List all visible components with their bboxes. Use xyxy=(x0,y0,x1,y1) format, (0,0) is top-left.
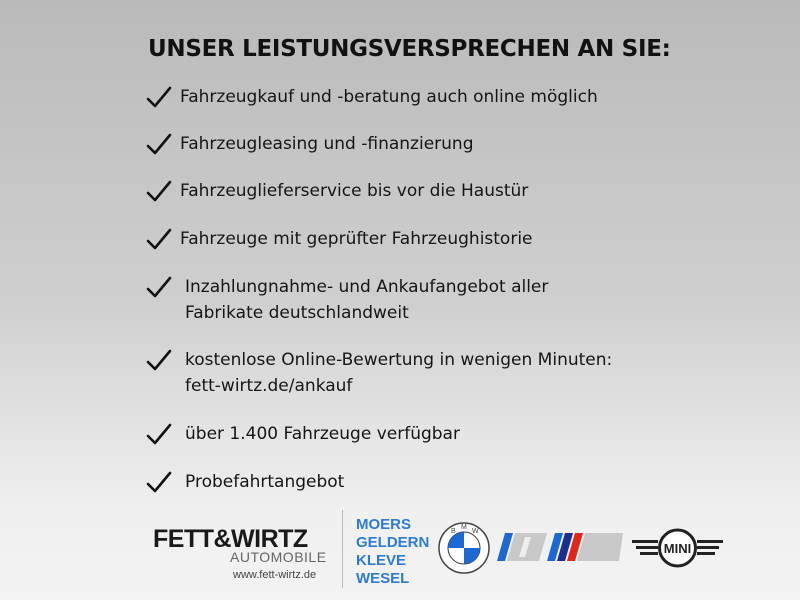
checkmark-icon xyxy=(146,276,172,298)
list-item: Fahrzeuglieferservice bis vor die Haustü… xyxy=(146,178,528,204)
list-item-text: Inzahlungnahme- und Ankaufangebot aller F… xyxy=(185,274,548,326)
automobile-label: AUTOMOBILE xyxy=(230,549,327,565)
bmw-i-logo-icon xyxy=(497,533,547,561)
checkmark-icon xyxy=(146,228,172,250)
checkmark-icon xyxy=(146,423,172,445)
list-item-text: über 1.400 Fahrzeuge verfügbar xyxy=(185,421,460,447)
svg-text:M: M xyxy=(461,524,467,531)
list-item-line: Fahrzeuglieferservice bis vor die Haustü… xyxy=(180,181,529,201)
checkmark-icon xyxy=(146,349,172,371)
list-item: Fahrzeugleasing und -finanzierung xyxy=(146,131,473,157)
list-item-line: kostenlose Online-Bewertung in wenigen M… xyxy=(185,350,613,370)
cities-list: MOERS GELDERN KLEVE WESEL xyxy=(356,516,429,588)
list-item-line: über 1.400 Fahrzeuge verfügbar xyxy=(185,424,460,444)
bmw-m-logo-icon xyxy=(547,533,623,561)
checkmark-icon xyxy=(146,180,172,202)
list-item: Probefahrtangebot xyxy=(146,469,344,495)
list-item-line: Fabrikate deutschlandweit xyxy=(185,303,409,323)
list-item: kostenlose Online-Bewertung in wenigen M… xyxy=(146,347,612,399)
city: WESEL xyxy=(356,570,410,587)
list-item-line: Inzahlungnahme- und Ankaufangebot aller xyxy=(185,277,549,297)
bmw-logo-icon: B M W xyxy=(438,522,490,574)
list-item: Fahrzeuge mit geprüfter Fahrzeughistorie xyxy=(146,226,533,252)
checkmark-icon xyxy=(146,133,172,155)
fett-wirtz-logo: FETT&WIRTZ xyxy=(153,525,308,553)
list-item-text: Fahrzeuglieferservice bis vor die Haustü… xyxy=(180,178,528,204)
city: GELDERN xyxy=(356,534,430,551)
svg-text:B: B xyxy=(451,528,456,535)
website-url[interactable]: www.fett-wirtz.de xyxy=(233,569,317,581)
divider xyxy=(342,510,343,588)
city: KLEVE xyxy=(356,552,407,569)
list-item-text: Fahrzeugleasing und -finanzierung xyxy=(180,131,473,157)
list-item: über 1.400 Fahrzeuge verfügbar xyxy=(146,421,460,447)
list-item-line: Fahrzeuge mit geprüfter Fahrzeughistorie xyxy=(180,229,533,249)
checkmark-icon xyxy=(146,471,172,493)
list-item: Fahrzeugkauf und -beratung auch online m… xyxy=(146,84,598,110)
footer-logos: FETT&WIRTZ AUTOMOBILE www.fett-wirtz.de … xyxy=(0,505,800,595)
list-item-text: Fahrzeuge mit geprüfter Fahrzeughistorie xyxy=(180,226,533,252)
list-item: Inzahlungnahme- und Ankaufangebot aller F… xyxy=(146,274,548,326)
list-item-text: Fahrzeugkauf und -beratung auch online m… xyxy=(180,84,598,110)
list-item-line: fett-wirtz.de/ankauf xyxy=(185,376,353,396)
mini-logo-icon: MINI xyxy=(632,528,723,568)
list-item-text: Probefahrtangebot xyxy=(185,469,344,495)
checkmark-icon xyxy=(146,86,172,108)
list-item-line: Probefahrtangebot xyxy=(185,472,345,492)
svg-text:W: W xyxy=(472,528,479,535)
page-title: UNSER LEISTUNGSVERSPRECHEN AN SIE: xyxy=(148,36,671,62)
list-item-line: Fahrzeugkauf und -beratung auch online m… xyxy=(180,87,598,107)
city: MOERS xyxy=(356,516,412,533)
list-item-text: kostenlose Online-Bewertung in wenigen M… xyxy=(185,347,612,399)
mini-logo-text: MINI xyxy=(664,541,691,556)
list-item-line: Fahrzeugleasing und -finanzierung xyxy=(180,134,474,154)
